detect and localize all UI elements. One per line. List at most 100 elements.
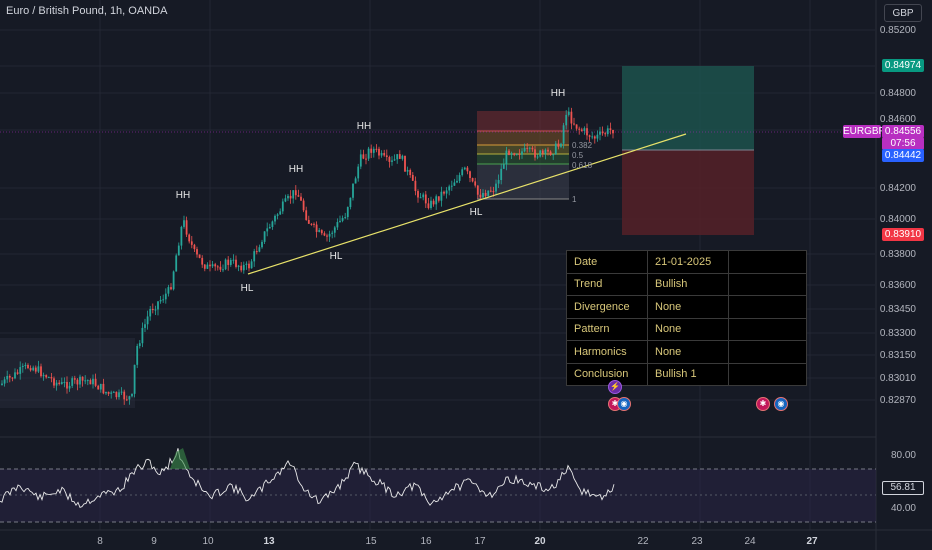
candle-body	[112, 391, 115, 393]
candle-body	[40, 366, 42, 377]
candle-body	[471, 178, 474, 182]
candle-body	[300, 196, 302, 201]
candle-body	[97, 385, 100, 390]
candle-body	[214, 264, 217, 267]
candle-body	[336, 222, 339, 228]
price-label: 0.84000	[879, 214, 916, 225]
fib-label: 0.618	[572, 161, 593, 170]
candle-body	[393, 159, 396, 161]
current-price-tag[interactable]: 0.84556	[882, 125, 924, 138]
globe-icon[interactable]: ◉	[774, 397, 788, 411]
candle-body	[34, 367, 37, 372]
fib-label: 0.5	[572, 151, 584, 160]
table-value: 21-01-2025	[647, 250, 729, 274]
candle-body	[21, 366, 24, 368]
fib-label: 1	[572, 195, 577, 204]
candle-body	[11, 377, 14, 379]
time-label: 20	[534, 536, 546, 547]
candle-body	[1, 383, 3, 385]
swing-label-hh: HH	[356, 121, 372, 132]
time-label: 9	[151, 536, 157, 547]
flag-icon[interactable]: ✱	[756, 397, 770, 411]
candle-body	[573, 123, 575, 125]
candle-body	[237, 265, 240, 267]
candle-body	[458, 175, 461, 181]
rsi-line	[0, 448, 615, 508]
candle-body	[14, 372, 16, 379]
target-price-tag[interactable]: 0.84974	[882, 59, 924, 72]
candle-body	[388, 157, 391, 162]
candle-body	[66, 381, 68, 389]
candle-body	[588, 135, 591, 137]
target-zone[interactable]	[622, 66, 754, 150]
table-key: Conclusion	[566, 362, 648, 386]
candle-body	[562, 125, 565, 144]
analysis-table: Date 21-01-2025 Trend Bullish Divergence No…	[566, 250, 807, 386]
candle-body	[515, 154, 518, 156]
candle-body	[107, 391, 110, 394]
candle-body	[53, 378, 55, 386]
candle-body	[255, 251, 258, 253]
candle-body	[71, 378, 74, 386]
candle-body	[209, 264, 211, 267]
candle-body	[76, 379, 79, 385]
time-label: 8	[97, 536, 103, 547]
candle-body	[258, 247, 261, 252]
candle-body	[578, 128, 581, 130]
candle-body	[359, 154, 362, 167]
candle-body	[419, 197, 422, 199]
price-label: 0.83800	[879, 249, 916, 260]
entry-price-tag[interactable]: 0.84442	[882, 149, 924, 162]
symbol-tag[interactable]: EURGBP	[843, 125, 886, 138]
fib-retracement[interactable]	[477, 111, 569, 200]
candle-body	[479, 194, 482, 198]
candle-body	[248, 263, 250, 269]
table-key: Harmonics	[566, 340, 648, 364]
candle-body	[609, 128, 612, 130]
table-row: Conclusion Bullish 1	[566, 362, 807, 386]
globe-icon[interactable]: ◉	[617, 397, 631, 411]
candle-body	[406, 170, 409, 172]
candle-body	[534, 149, 536, 158]
candle-body	[310, 223, 313, 225]
candle-body	[149, 308, 152, 317]
candle-body	[497, 179, 500, 184]
candle-body	[196, 249, 198, 255]
candle-body	[362, 154, 365, 159]
candle-body	[463, 167, 466, 170]
candle-body	[133, 364, 136, 394]
time-label: 17	[474, 536, 486, 547]
candle-body	[131, 393, 133, 397]
stop-price-tag[interactable]: 0.83910	[882, 228, 924, 241]
candle-body	[383, 152, 386, 156]
candle-body	[27, 364, 29, 369]
lightning-icon[interactable]: ⚡	[608, 380, 622, 394]
table-row: Pattern None	[566, 317, 807, 341]
candle-body	[606, 128, 609, 135]
candle-body	[575, 124, 578, 129]
time-label: 27	[806, 536, 818, 547]
candle-body	[437, 196, 440, 201]
candle-body	[99, 383, 102, 390]
candle-body	[339, 220, 341, 223]
candle-body	[315, 224, 318, 232]
time-label: 16	[420, 536, 432, 547]
candle-body	[102, 383, 105, 394]
candle-body	[466, 167, 469, 172]
candle-body	[541, 150, 544, 154]
candle-body	[378, 148, 380, 156]
candle-body	[94, 378, 97, 386]
candle-body	[474, 181, 477, 186]
range-box	[0, 338, 135, 408]
candle-body	[73, 378, 76, 380]
currency-button[interactable]: GBP	[884, 4, 922, 22]
price-label: 0.85200	[879, 25, 916, 36]
candle-body	[365, 158, 367, 160]
stop-zone[interactable]	[622, 150, 754, 235]
fib-label: 0.382	[572, 141, 593, 150]
table-key: Date	[566, 250, 648, 274]
candle-body	[333, 227, 336, 233]
candle-body	[583, 128, 586, 131]
trendline[interactable]	[247, 133, 687, 275]
